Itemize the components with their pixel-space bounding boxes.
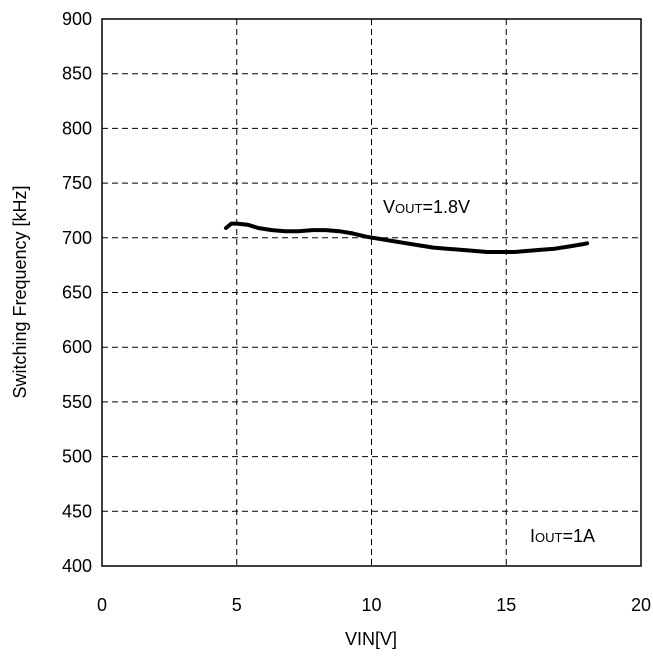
x-tick-label: 20 <box>631 595 651 615</box>
y-tick-label: 400 <box>62 556 92 576</box>
iout-annotation-main: I <box>530 526 535 546</box>
vout-annotation-rest: =1.8V <box>422 197 470 217</box>
plot-frame <box>101 18 642 567</box>
y-tick-label: 750 <box>62 173 92 193</box>
y-tick-label: 600 <box>62 337 92 357</box>
x-tick-label: 0 <box>97 595 107 615</box>
iout-annotation-rest: =1A <box>562 526 595 546</box>
iout-annotation: IOUT=1A <box>530 526 595 546</box>
x-tick-label: 15 <box>496 595 516 615</box>
y-tick-label: 700 <box>62 228 92 248</box>
x-tick-label: 10 <box>361 595 381 615</box>
y-tick-labels: 400 450 500 550 600 650 700 750 800 850 900 <box>62 9 92 576</box>
series-line <box>224 221 590 254</box>
x-axis-title: VIN[V] <box>345 629 397 649</box>
grid <box>102 19 641 566</box>
y-tick-label: 500 <box>62 447 92 467</box>
y-tick-label: 900 <box>62 9 92 29</box>
x-tick-labels: 0 5 10 15 20 <box>97 595 651 615</box>
y-tick-label: 550 <box>62 392 92 412</box>
y-axis-title: Switching Frequency [kHz] <box>10 185 30 398</box>
y-tick-label: 450 <box>62 501 92 521</box>
y-tick-label: 800 <box>62 118 92 138</box>
vout-annotation-main: V <box>383 197 395 217</box>
y-tick-label: 650 <box>62 283 92 303</box>
x-tick-label: 5 <box>232 595 242 615</box>
vout-annotation: VOUT=1.8V <box>383 197 470 217</box>
iout-annotation-sub: OUT <box>535 530 563 545</box>
vout-annotation-sub: OUT <box>395 201 423 216</box>
y-tick-label: 850 <box>62 64 92 84</box>
